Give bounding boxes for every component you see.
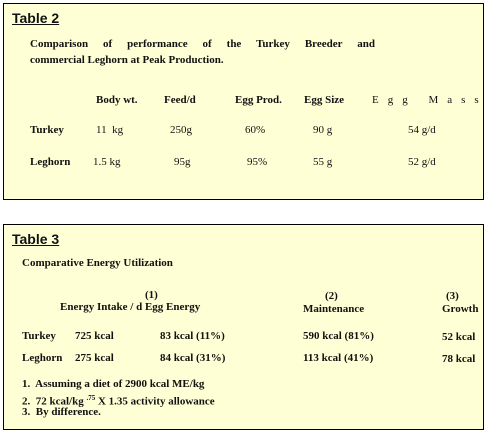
cell: 52 kcal [442,331,476,343]
header-number: (1) [145,289,158,301]
caption: commercial Leghorn at Peak Production. [30,54,224,66]
note-superscript: .75 [86,394,96,402]
cell: 83 kcal (11%) [160,330,225,342]
cell: 275 kcal [75,352,114,364]
cell: 60% [245,124,266,136]
row-label: Leghorn [30,156,71,168]
note-text: 2. 72 kcal/kg [22,395,84,408]
cell: 90 g [313,124,333,136]
row-label: Turkey [30,124,64,136]
table-title: Comparative Energy Utilization [22,257,173,269]
cell: 11 kg [96,124,124,136]
cell: 52 g/d [408,156,436,168]
cell: 54 g/d [408,124,436,136]
cell: 1.5 kg [93,156,121,168]
header: Feed/d [164,94,196,106]
header: Egg Prod. [235,94,282,106]
cell: 84 kcal (31%) [160,352,226,364]
cell: 95g [174,156,191,168]
header: Growth [442,303,479,315]
table-3-panel [3,224,484,430]
table-label: Table 2 [12,10,60,26]
row-label: Turkey [22,330,56,342]
header: Egg Size [304,94,345,106]
note: 1. Assuming a diet of 2900 kcal ME/kg [22,378,205,390]
header: Energy Intake / d Egg Energy [60,301,201,313]
header: Egg Mass [372,94,488,106]
cell: 113 kcal (41%) [303,352,374,364]
caption: Comparison of performance of the Turkey … [30,38,375,50]
table-2-panel [3,3,484,200]
header: Maintenance [303,303,365,315]
cell: 78 kcal [442,353,476,365]
note-text: X 1.35 activity allowance [97,395,215,408]
cell: 250g [170,124,192,136]
header-number: (2) [325,290,338,302]
cell: 725 kcal [75,330,114,342]
cell: 55 g [313,156,333,168]
table-label: Table 3 [12,231,60,247]
cell: 590 kcal (81%) [303,330,374,342]
note: 3. By difference. [22,406,101,418]
cell: 95% [247,156,268,168]
note: 2. 72 kcal/kg .75 X 1.35 activity allowa… [22,392,215,408]
header-number: (3) [446,290,459,302]
row-label: Leghorn [22,352,63,364]
header: Body wt. [96,94,138,106]
